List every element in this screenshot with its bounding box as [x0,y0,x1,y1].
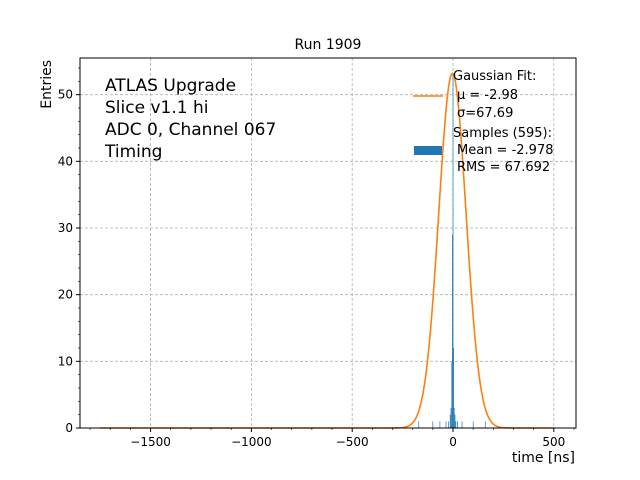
legend: Gaussian Fit: μ = -2.98 σ=67.69 Samples (59… [413,69,553,175]
x-tick-label: −1000 [231,435,272,449]
histogram-bar [461,421,463,428]
legend-fit-label: σ=67.69 [457,106,513,121]
histogram-bar [452,74,454,429]
histogram-bar [448,421,449,428]
histogram-bar [450,408,452,428]
histogram-bar [439,421,441,428]
histogram-bar [449,414,451,428]
x-axis-label: time [ns] [512,450,575,466]
y-tick-label: 10 [58,354,73,368]
y-axis-label: Entries [39,60,55,109]
histogram-bar [418,421,420,428]
legend-samples-label: RMS = 67.692 [457,160,550,175]
histogram-bar [454,414,456,428]
x-tick-label: −1500 [130,435,171,449]
x-tick-label: 500 [542,435,565,449]
histogram-bar [472,421,474,428]
legend-samples-label: Mean = -2.978 [457,143,553,158]
legend-fit-label: μ = -2.98 [457,88,518,103]
histogram-bar [453,408,455,428]
x-tick-label: 0 [449,435,457,449]
legend-samples-label: Samples (595): [453,126,552,141]
histogram-bar [484,421,486,428]
histogram-bar [455,421,457,428]
legend-fit-label: Gaussian Fit: [453,69,536,84]
chart-title: Run 1909 [295,37,362,53]
y-tick-label: 50 [58,88,73,102]
histogram-bar [432,421,434,428]
annotation-line: Timing [104,142,162,162]
histogram-bar [457,421,458,428]
annotation-line: ADC 0, Channel 067 [105,120,276,140]
y-tick-label: 30 [58,221,73,235]
annotation-line: ATLAS Upgrade [105,76,236,96]
axis-ticks: −1500 −1000 −500 0 500 0 10 20 30 40 50 [58,67,575,449]
histogram-bar [453,348,454,428]
annotation-line: Slice v1.1 hi [105,98,208,118]
x-tick-label: −500 [336,435,369,449]
axes-frame [79,57,577,429]
legend-samples-handle [414,146,442,155]
histogram-bar [451,361,453,428]
y-tick-label: 0 [65,421,73,435]
histogram-bar [452,234,453,428]
histogram-bar [445,421,447,428]
y-tick-label: 20 [58,288,73,302]
y-tick-label: 40 [58,154,73,168]
